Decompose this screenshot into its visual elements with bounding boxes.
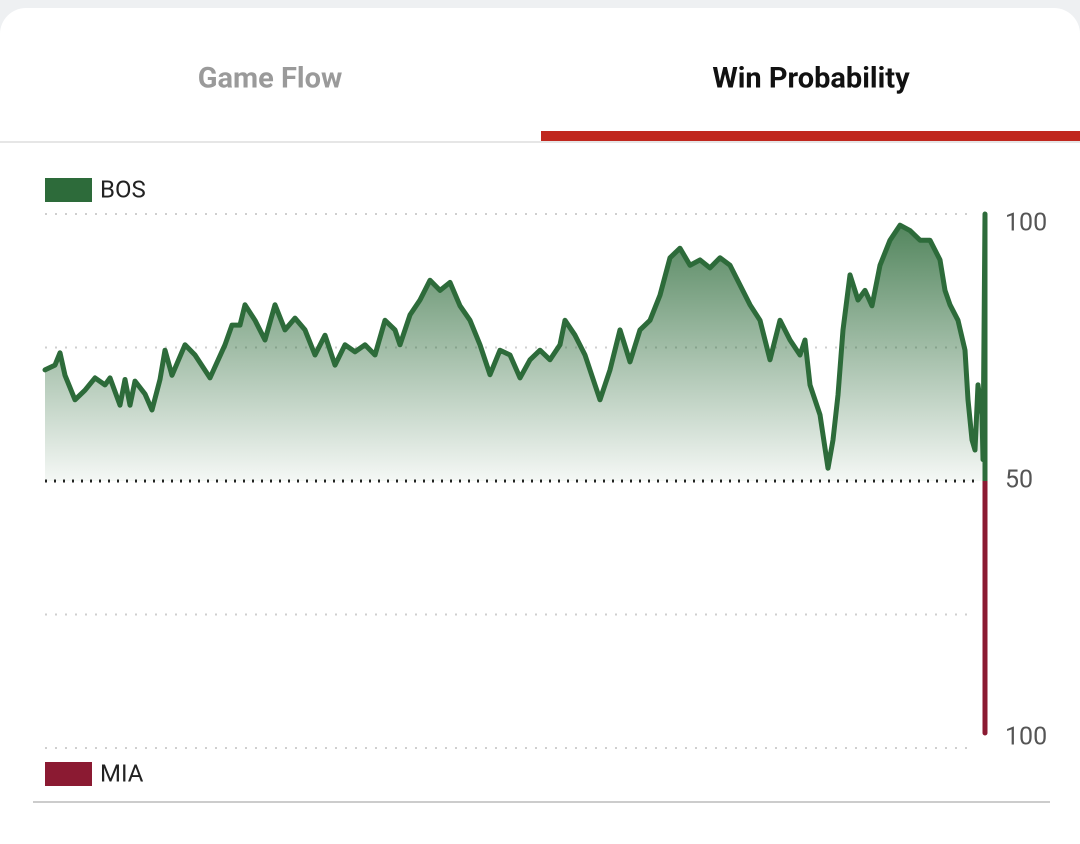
- probability-line: [42, 211, 988, 736]
- legend-label: MIA: [100, 759, 144, 787]
- bottom-divider: [33, 801, 1050, 803]
- tab-divider: [0, 141, 1080, 143]
- tab-game-flow[interactable]: Game Flow: [198, 62, 343, 96]
- y-tick-label: 100: [1005, 209, 1047, 238]
- plot-area: 100 50 100: [42, 209, 1047, 752]
- active-tab-indicator: [541, 131, 1080, 141]
- legend-swatch: [45, 762, 92, 786]
- tab-win-probability[interactable]: Win Probability: [712, 62, 910, 96]
- legend-label: BOS: [100, 175, 146, 203]
- area-fill: [45, 214, 985, 481]
- legend-swatch: [45, 178, 92, 202]
- y-tick-label: 50: [1005, 466, 1033, 495]
- y-tick-label: 100: [1005, 723, 1047, 752]
